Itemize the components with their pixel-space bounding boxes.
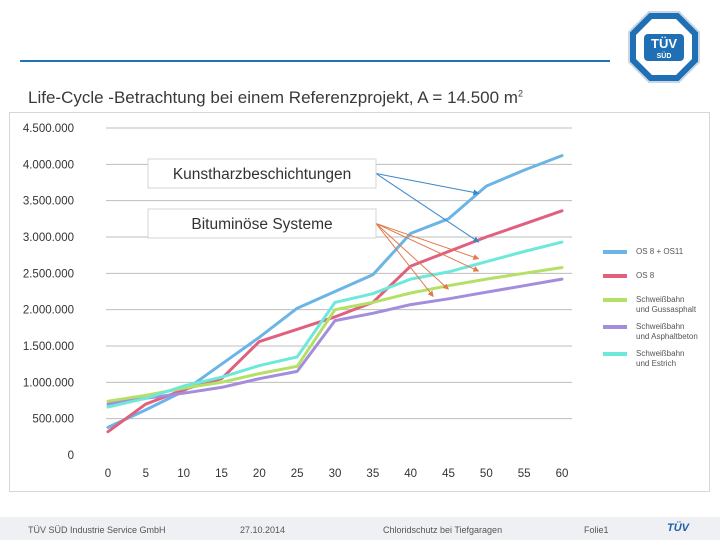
x-tick-label: 5 [143, 468, 149, 480]
x-tick-label: 40 [404, 468, 417, 480]
annotation-arrow [375, 223, 449, 290]
series-line-3 [106, 266, 564, 403]
legend-label: OS 8 + OS11 [636, 247, 684, 256]
slide-title: Life-Cycle -Betrachtung bei einem Refere… [28, 88, 523, 108]
tuv-sud-logo: TÜV SÜD [627, 10, 701, 84]
x-tick-label: 55 [518, 468, 531, 480]
legend-label: Schweißbahn und Estrich [636, 349, 684, 368]
y-tick-label: 4.000.000 [23, 159, 74, 171]
x-tick-label: 50 [480, 468, 493, 480]
footer-company: TÜV SÜD Industrie Service GmbH [28, 525, 166, 535]
logo-text-tuv: TÜV [651, 36, 677, 51]
y-tick-label: 1.000.000 [23, 377, 74, 389]
footer-logo: TÜV [667, 522, 689, 534]
slide-title-text: Life-Cycle -Betrachtung bei einem Refere… [28, 88, 518, 107]
y-tick-label: 500.000 [32, 414, 74, 426]
footer-band [0, 517, 720, 540]
logo-text-sud: SÜD [657, 51, 672, 60]
y-tick-label: 3.000.000 [23, 232, 74, 244]
annotation-label: Bituminöse Systeme [191, 216, 332, 233]
legend-swatch [603, 298, 627, 302]
slide-title-superscript: 2 [517, 88, 523, 99]
series-line-5 [106, 240, 564, 409]
x-tick-label: 45 [442, 468, 455, 480]
annotation-arrow [375, 223, 480, 272]
y-tick-label: 1.500.000 [23, 341, 74, 353]
x-tick-label: 20 [253, 468, 266, 480]
annotation-arrow [375, 223, 434, 298]
footer-topic: Chloridschutz bei Tiefgaragen [383, 525, 503, 535]
annotation-arrow [375, 173, 480, 196]
x-tick-label: 10 [177, 468, 190, 480]
x-tick-label: 35 [366, 468, 379, 480]
x-tick-label: 0 [105, 468, 111, 480]
y-tick-label: 0 [68, 450, 74, 462]
legend-swatch [603, 352, 627, 356]
annotation-label: Kunstharzbeschichtungen [173, 166, 351, 183]
y-tick-label: 2.000.000 [23, 305, 74, 317]
x-tick-label: 60 [556, 468, 569, 480]
x-tick-label: 30 [329, 468, 342, 480]
header-rule [20, 60, 610, 62]
annotation-arrow [375, 223, 480, 260]
annotation-box [147, 158, 377, 189]
legend-label: Schweißbahn und Asphaltbeton [636, 322, 698, 341]
x-tick-label: 25 [291, 468, 304, 480]
legend-swatch [603, 274, 627, 278]
y-tick-label: 2.500.000 [23, 268, 74, 280]
legend-label: Schweißbahn und Gussasphalt [636, 295, 697, 314]
legend-swatch [603, 250, 627, 254]
footer-page: Folie1 [584, 525, 609, 535]
legend-label: OS 8 [636, 271, 655, 280]
footer-date: 27.10.2014 [240, 525, 286, 535]
y-tick-label: 4.500.000 [23, 123, 74, 135]
y-tick-label: 3.500.000 [23, 196, 74, 208]
annotation-arrow [375, 173, 480, 243]
series-line-4 [106, 277, 564, 406]
chart-frame [9, 112, 710, 492]
x-tick-label: 15 [215, 468, 228, 480]
annotation-box [147, 208, 377, 239]
legend-swatch [603, 325, 627, 329]
